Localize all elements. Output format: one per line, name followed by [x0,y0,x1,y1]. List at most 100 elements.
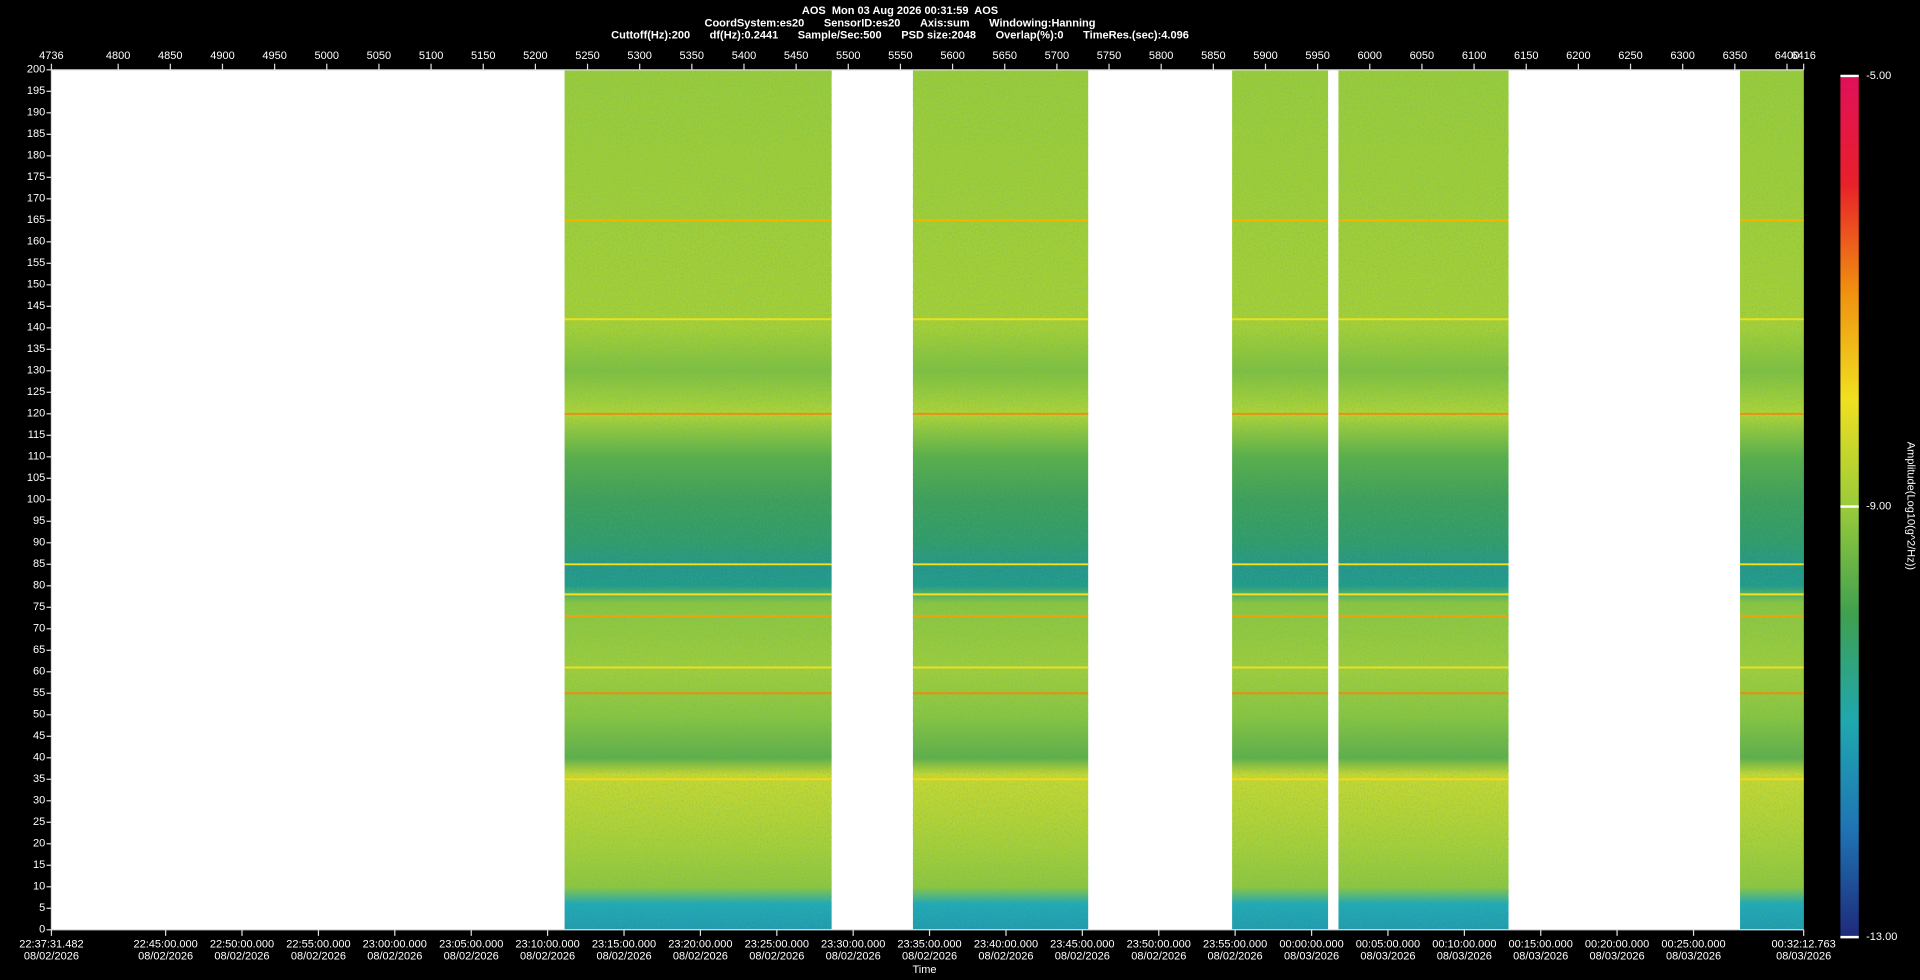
y-tick-label: 45 [33,730,45,742]
y-tick-label: 115 [28,429,46,441]
y-tick-label: 65 [33,644,45,656]
time-tick-label: 23:55:00.000 [1203,938,1267,950]
x-tick-label: 5100 [419,50,444,62]
time-tick-label: 23:30:00.000 [821,938,885,950]
time-tick-label: 23:10:00.000 [515,938,579,950]
y-tick-label: 105 [27,472,45,484]
x-tick-label: 5950 [1305,50,1330,62]
colorbar-tick-label: -13.00 [1866,931,1897,943]
time-tick-label: 22:55:00.000 [286,938,350,950]
date-tick-label: 08/02/2026 [673,951,728,963]
x-tick-label: 6416 [1791,50,1816,62]
header-field: CoordSystem:es20 [704,17,804,29]
y-tick-label: 175 [27,171,45,183]
colorbar-tick-label: -9.00 [1866,500,1891,512]
x-tick-label: 6350 [1723,50,1748,62]
time-tick-label: 00:20:00.000 [1585,938,1649,950]
x-tick-label: 5850 [1201,50,1226,62]
time-tick-label: 22:37:31.482 [19,938,83,950]
y-tick-label: 125 [27,386,45,398]
y-tick-label: 110 [28,451,46,463]
y-tick-label: 55 [33,687,45,699]
segment-texture [564,69,832,930]
y-tick-label: 130 [27,365,45,377]
date-tick-label: 08/02/2026 [520,951,575,963]
date-tick-label: 08/02/2026 [24,951,79,963]
segment-texture [1232,69,1329,930]
x-tick-label: 5000 [315,50,340,62]
date-tick-label: 08/03/2026 [1513,951,1568,963]
header-field: Windowing:Hanning [989,17,1095,29]
y-tick-label: 170 [27,193,45,205]
date-tick-label: 08/03/2026 [1666,951,1721,963]
time-tick-label: 23:50:00.000 [1127,938,1191,950]
time-tick-label: 23:20:00.000 [668,938,732,950]
x-tick-label: 5800 [1149,50,1174,62]
y-tick-label: 15 [33,859,45,871]
date-tick-label: 08/02/2026 [1055,951,1110,963]
y-tick-label: 70 [33,623,45,635]
x-tick-label: 6000 [1358,50,1383,62]
date-tick-label: 08/02/2026 [138,951,193,963]
x-tick-label: 4900 [210,50,235,62]
y-tick-label: 60 [33,666,45,678]
y-tick-label: 5 [39,902,45,914]
segment-texture [912,69,1089,930]
time-tick-label: 23:00:00.000 [363,938,427,950]
date-tick-label: 08/02/2026 [826,951,881,963]
x-tick-label: 5600 [940,50,965,62]
x-tick-label: 5450 [784,50,809,62]
y-tick-label: 25 [33,816,45,828]
date-tick-label: 08/02/2026 [978,951,1033,963]
y-tick-label: 40 [33,752,45,764]
x-tick-label: 5700 [1045,50,1070,62]
y-tick-label: 145 [27,300,45,312]
header-field: Axis:sum [920,17,970,29]
x-tick-label: 6150 [1514,50,1539,62]
y-tick-label: 165 [27,214,45,226]
header-field: Overlap(%):0 [996,29,1064,41]
colorbar-tick-label: -5.00 [1866,70,1891,82]
x-tick-label: 4800 [106,50,131,62]
time-tick-label: 23:45:00.000 [1050,938,1114,950]
x-tick-label: 5250 [575,50,600,62]
x-tick-label: 6250 [1618,50,1643,62]
y-tick-label: 150 [27,279,45,291]
time-tick-label: 00:32:12.763 [1772,938,1836,950]
time-tick-label: 00:25:00.000 [1661,938,1725,950]
header-info: CoordSystem:es20 SensorID:es20 Axis:sum Win… [704,17,1095,29]
y-tick-label: 100 [27,494,45,506]
x-tick-label: 5750 [1097,50,1122,62]
date-tick-label: 08/02/2026 [1208,951,1263,963]
y-tick-label: 50 [33,709,45,721]
header-field: TimeRes.(sec):4.096 [1083,29,1189,41]
x-tick-label: 6400 [1775,50,1800,62]
header-info: Cuttoff(Hz):200 df(Hz):0.2441 Sample/Sec:5… [611,29,1189,41]
header-title: AOS Mon 03 Aug 2026 00:31:59 AOS [802,5,998,17]
time-tick-label: 22:50:00.000 [210,938,274,950]
y-tick-label: 190 [27,107,45,119]
x-tick-label: 5350 [680,50,705,62]
date-tick-label: 08/02/2026 [214,951,269,963]
time-tick-label: 23:40:00.000 [974,938,1038,950]
x-tick-label: 5550 [888,50,913,62]
x-tick-label: 5400 [732,50,757,62]
date-tick-label: 08/02/2026 [367,951,422,963]
segment-texture [1740,69,1804,930]
date-tick-label: 08/03/2026 [1590,951,1645,963]
time-tick-label: 22:45:00.000 [133,938,197,950]
y-tick-label: 75 [33,601,45,613]
x-tick-label: 5150 [471,50,496,62]
date-tick-label: 08/02/2026 [902,951,957,963]
x-tick-label: 4850 [158,50,183,62]
y-tick-label: 20 [33,838,45,850]
x-tick-label: 5900 [1253,50,1278,62]
y-tick-label: 120 [27,408,45,420]
time-tick-label: 00:05:00.000 [1356,938,1420,950]
header-field: Cuttoff(Hz):200 [611,29,690,41]
header-field: df(Hz):0.2441 [710,29,779,41]
x-tick-label: 5650 [992,50,1017,62]
x-tick-label: 6300 [1670,50,1695,62]
